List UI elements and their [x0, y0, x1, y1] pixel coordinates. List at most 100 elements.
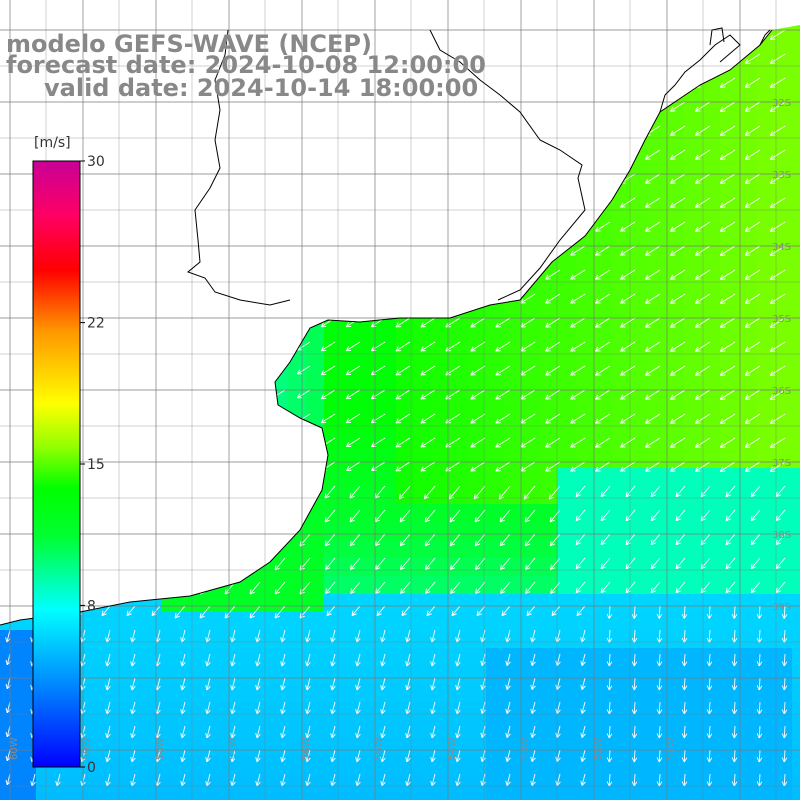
field-cell	[630, 540, 649, 559]
wind-arrow	[681, 701, 688, 715]
field-cell	[558, 450, 577, 469]
field-cell	[306, 648, 325, 667]
field-cell	[252, 648, 271, 667]
wind-arrow	[430, 773, 436, 787]
field-cell	[234, 648, 253, 667]
field-cell	[774, 414, 793, 433]
field-cell	[252, 702, 271, 721]
field-cell	[360, 576, 379, 595]
field-cell	[756, 684, 775, 703]
wind-arrow	[595, 341, 611, 352]
field-cell	[702, 414, 721, 433]
field-cell	[720, 108, 739, 127]
wind-arrow	[756, 653, 763, 667]
field-cell	[594, 270, 613, 289]
wind-arrow	[255, 725, 261, 739]
field-cell	[396, 630, 415, 649]
wind-arrow	[470, 365, 486, 376]
field-cell	[630, 738, 649, 757]
wind-arrow	[180, 773, 186, 787]
field-cell	[648, 486, 667, 505]
field-cell	[486, 594, 505, 613]
wind-arrow	[380, 725, 386, 739]
field-cell	[486, 522, 505, 541]
field-cell	[504, 558, 523, 577]
wind-arrow	[694, 413, 711, 424]
field-cell	[486, 558, 505, 577]
field-cell	[756, 666, 775, 685]
wind-arrow	[274, 581, 286, 595]
field-cell	[486, 432, 505, 451]
field-cell	[594, 432, 613, 451]
wind-arrow	[719, 413, 736, 424]
field-cell	[648, 594, 667, 613]
wind-arrow	[355, 773, 361, 787]
field-cell	[198, 666, 217, 685]
wind-arrow	[530, 773, 536, 786]
field-cell	[774, 162, 793, 181]
wind-arrow	[631, 605, 638, 619]
field-cell	[594, 558, 613, 577]
wind-arrow	[345, 437, 361, 448]
latitude-label: 33S	[772, 170, 791, 181]
wind-arrow	[769, 125, 786, 136]
field-cell	[414, 432, 433, 451]
field-cell	[774, 540, 793, 559]
wind-arrow	[430, 725, 436, 739]
field-cell	[540, 756, 559, 775]
wind-arrow	[600, 485, 611, 498]
field-cell	[756, 612, 775, 631]
field-cell	[738, 738, 757, 757]
wind-arrow	[744, 269, 761, 280]
field-cell	[324, 378, 343, 397]
field-cell	[792, 360, 800, 379]
wind-arrow	[781, 725, 788, 739]
field-cell	[702, 360, 721, 379]
wind-arrow	[455, 653, 461, 667]
field-cell	[324, 702, 343, 721]
field-cell	[630, 468, 649, 487]
field-cell	[468, 702, 487, 721]
field-cell	[558, 270, 577, 289]
field-cell	[270, 720, 289, 739]
field-cell	[378, 594, 397, 613]
field-cell	[342, 396, 361, 415]
field-cell	[540, 288, 559, 307]
field-cell	[198, 594, 217, 613]
field-cell	[756, 792, 775, 800]
field-cell	[702, 576, 721, 595]
model-title: modelo GEFS-WAVE (NCEP)	[6, 30, 372, 58]
wind-arrow	[595, 437, 611, 448]
colorbar-unit: [m/s]	[34, 135, 71, 151]
field-cell	[612, 792, 631, 800]
wind-arrow	[505, 701, 511, 714]
wind-arrow	[548, 485, 561, 500]
field-cell	[738, 90, 757, 109]
field-cell	[702, 540, 721, 559]
field-cell	[720, 234, 739, 253]
field-cell	[360, 702, 379, 721]
field-cell	[450, 666, 469, 685]
field-cell	[594, 252, 613, 271]
wind-arrow	[694, 197, 711, 208]
wind-arrow	[645, 197, 661, 208]
field-cell	[90, 630, 109, 649]
wind-arrow	[656, 725, 663, 739]
field-cell	[558, 630, 577, 649]
field-cell	[252, 612, 271, 631]
wind-arrow	[470, 341, 486, 352]
field-cell	[702, 594, 721, 613]
wind-arrow	[130, 677, 136, 691]
field-cell	[414, 756, 433, 775]
field-cell	[90, 666, 109, 685]
colorbar-tick-label: 0	[87, 760, 96, 776]
field-cell	[558, 324, 577, 343]
field-cell	[378, 792, 397, 800]
field-cell	[360, 774, 379, 793]
wind-arrow	[324, 509, 336, 523]
field-cell	[126, 666, 145, 685]
wind-arrow	[706, 677, 713, 691]
field-cell	[648, 540, 667, 559]
field-cell	[324, 396, 343, 415]
field-cell	[630, 504, 649, 523]
